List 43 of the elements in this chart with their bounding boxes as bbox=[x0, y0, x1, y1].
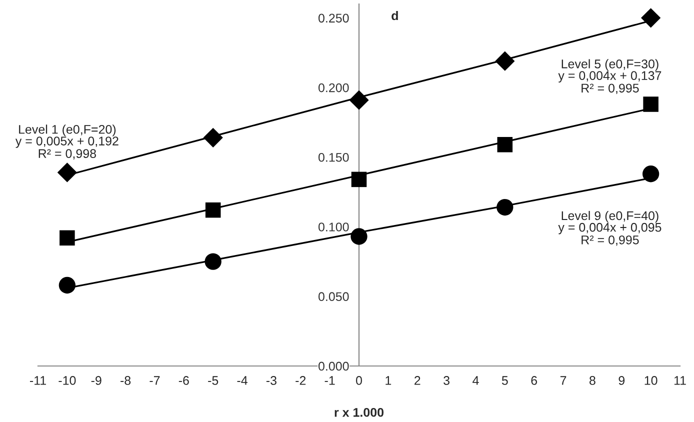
x-tick-label: -5 bbox=[208, 376, 218, 385]
annotation: y = 0,005x + 0,192 R² = 0,998 bbox=[15, 136, 118, 160]
point bbox=[640, 8, 661, 28]
y-tick-label: 0.150 bbox=[318, 152, 349, 162]
y-tick-label: 0.200 bbox=[318, 83, 349, 92]
x-tick-label: 6 bbox=[531, 376, 538, 385]
x-tick-label: 0 bbox=[356, 376, 362, 385]
x-tick-label: 1 bbox=[386, 376, 392, 385]
x-tick-label: 10 bbox=[644, 376, 658, 385]
x-tick-label: 7 bbox=[560, 376, 566, 385]
annotation: y = 0,004x + 0,095 R² = 0,995 bbox=[558, 222, 662, 246]
x-tick-label: -9 bbox=[91, 376, 102, 385]
y-tick-label: 0.100 bbox=[318, 222, 349, 232]
x-tick-label: -4 bbox=[237, 376, 248, 385]
x-axis-title: r x 1.000 bbox=[334, 408, 384, 417]
y-tick-label: 0.000 bbox=[318, 362, 349, 371]
x-tick-label: 11 bbox=[674, 376, 686, 385]
text: Level 9 (e0,F=40) bbox=[562, 210, 658, 223]
x-tick-label: -7 bbox=[150, 376, 160, 385]
y-tick-label: 0.050 bbox=[318, 292, 349, 302]
x-tick-label: -11 bbox=[30, 376, 46, 385]
x-tick-label: -2 bbox=[296, 376, 306, 385]
x-tick-label: -6 bbox=[178, 376, 189, 385]
annotation: y = 0,004x + 0,137 R² = 0,995 bbox=[558, 71, 662, 94]
point bbox=[58, 276, 76, 294]
point bbox=[60, 230, 75, 246]
text: Level 1 (e0,F=20) bbox=[19, 124, 116, 136]
text: Level 5 (e0,F=30) bbox=[562, 59, 658, 71]
x-tick-label: 5 bbox=[502, 376, 508, 385]
y-tick-label: 0.250 bbox=[318, 14, 349, 23]
x-tick-label: -10 bbox=[58, 376, 76, 385]
x-tick-label: -3 bbox=[266, 376, 276, 385]
point bbox=[643, 96, 658, 112]
x-tick-label: 2 bbox=[414, 376, 420, 385]
x-tick-label: 3 bbox=[444, 376, 450, 385]
x-tick-label: 4 bbox=[472, 376, 479, 385]
point bbox=[57, 162, 78, 182]
point bbox=[642, 166, 660, 182]
x-tick-label: 9 bbox=[618, 376, 625, 385]
x-tick-label: -8 bbox=[120, 376, 131, 385]
x-tick-label: 8 bbox=[590, 376, 596, 385]
annotation: d bbox=[392, 10, 398, 20]
x-tick-label: -1 bbox=[324, 376, 335, 385]
